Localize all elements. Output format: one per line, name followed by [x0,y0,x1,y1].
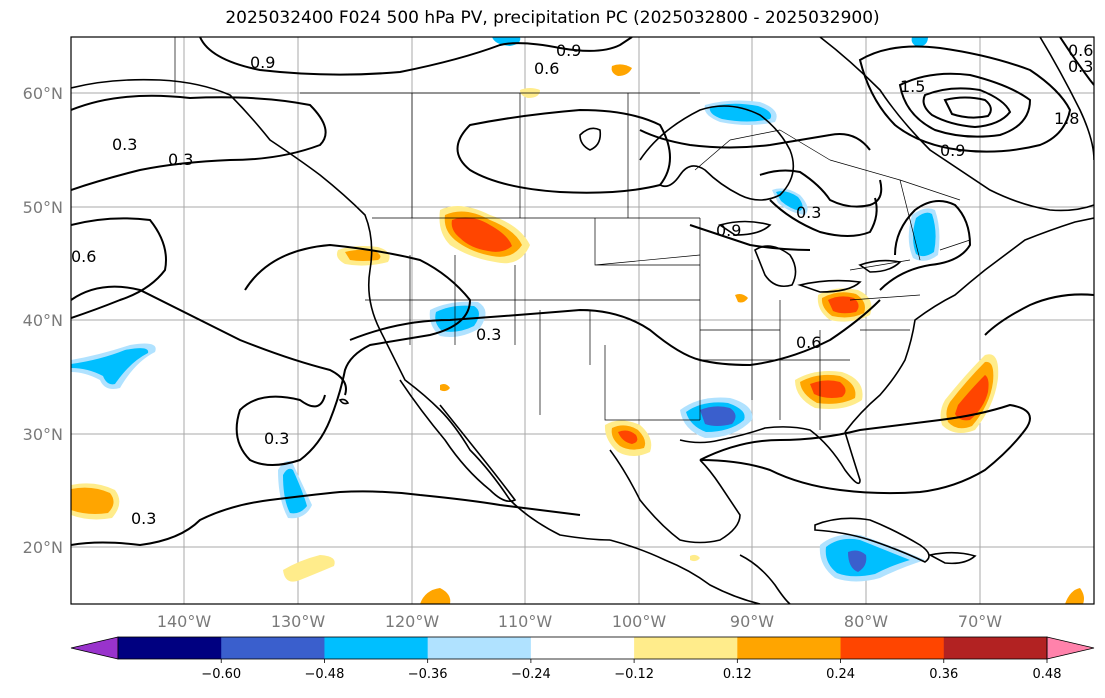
colorbar-extend-low [70,636,119,660]
political-borders [174,37,971,430]
contour-label: 0.3 [796,203,821,222]
lon-label: 130°W [271,612,326,631]
colorbar-tick-label: 0.12 [723,667,752,682]
contour-label: 0.3 [168,150,193,169]
colorbar-tick-label: 0.48 [1033,667,1062,682]
colorbar-tick-label: 0.24 [826,667,855,682]
lon-label: 100°W [612,612,667,631]
coastlines [71,37,1094,604]
contour-label: 0.3 [131,509,156,528]
longitude-labels: 140°W 130°W 120°W 110°W 100°W 90°W 80°W … [157,612,1002,631]
colorbar-extend-high [1046,636,1095,660]
colorbar-segment [840,637,945,659]
lat-label: 60°N [23,84,63,103]
colorbar-segment [943,637,1048,659]
map-frame [70,36,1095,605]
lat-label: 20°N [23,538,63,557]
contour-labels: 0.9 0.6 0.9 0.3 0.3 0.6 0.3 0.3 0.3 0.9 … [71,41,1093,528]
contour-label: 0.6 [796,333,821,352]
colorbar-segment [118,637,222,659]
contour-label: 0.3 [1068,57,1093,76]
lon-label: 110°W [498,612,553,631]
colorbar-segment [427,637,532,659]
latitude-labels: 60°N 50°N 40°N 30°N 20°N [23,84,63,557]
lon-label: 70°W [958,612,1002,631]
lat-label: 30°N [23,425,63,444]
contour-label: 0.3 [476,325,501,344]
contour-label: 1.8 [1054,109,1079,128]
colorbar-segment [737,637,842,659]
colorbar-segment [221,637,325,659]
contour-label: 0.9 [940,141,965,160]
contour-label: 0.9 [556,41,581,60]
map-title: 2025032400 F024 500 hPa PV, precipitatio… [225,8,880,28]
pv-contours [71,37,1094,547]
colorbar: −0.60 −0.48 −0.36 −0.24 −0.12 0.12 0.24 0.36 0.4… [70,636,1095,682]
colorbar-frame [117,636,1048,660]
colorbar-tick-label: −0.36 [408,667,448,682]
contour-label: 0.3 [112,135,137,154]
contour-label: 0.9 [716,221,741,240]
contour-label: 0.9 [250,53,275,72]
lon-label: 90°W [730,612,774,631]
contour-label: 0.3 [264,429,289,448]
colorbar-tick-label: −0.60 [201,667,241,682]
contour-label: 0.6 [534,59,559,78]
lon-label: 80°W [844,612,888,631]
lon-label: 120°W [385,612,440,631]
colorbar-tick-label: −0.48 [305,667,345,682]
colorbar-tick-label: −0.24 [511,667,551,682]
colorbar-tick-label: 0.36 [929,667,958,682]
lon-label: 140°W [157,612,212,631]
contour-label: 1.5 [900,77,925,96]
colorbar-segment [530,637,635,659]
lat-label: 50°N [23,198,63,217]
contour-label: 0.6 [71,247,96,266]
lat-label: 40°N [23,311,63,330]
contour-label: 0.6 [1068,41,1093,60]
colorbar-segment [324,637,429,659]
colorbar-tick-label: −0.12 [614,667,654,682]
colorbar-segment [634,637,738,659]
